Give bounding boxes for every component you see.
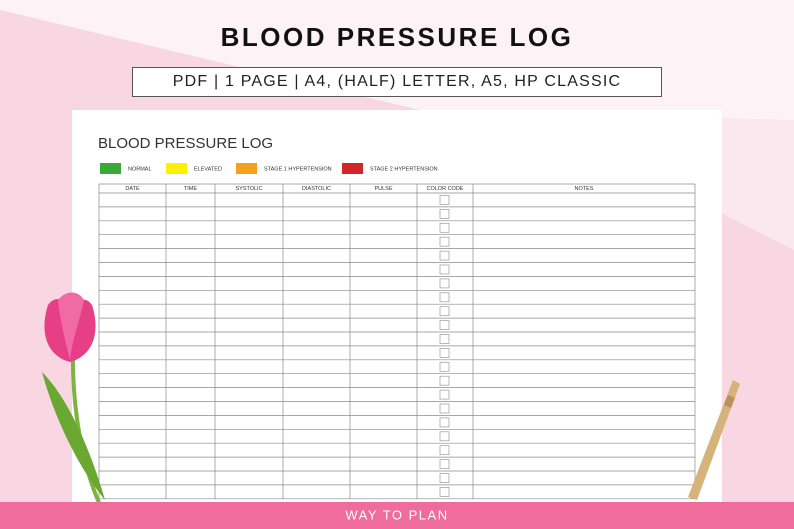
log-sheet: NORMAL ELEVATED STAGE 1 HYPERTENSION STAGE …: [98, 163, 696, 500]
color-checkbox: [439, 431, 450, 442]
color-checkbox: [439, 375, 450, 386]
color-checkbox: [439, 222, 450, 233]
color-checkbox: [439, 209, 450, 219]
subtitle-box: [132, 67, 662, 97]
legend-label: STAGE 1 HYPERTENSION: [264, 166, 332, 172]
color-checkbox: [439, 264, 450, 275]
tulip-decoration: [42, 292, 105, 506]
document-title: BLOOD PRESSURE LOG: [98, 135, 273, 152]
column-header: NOTES: [575, 186, 594, 192]
color-checkbox: [439, 306, 450, 317]
color-checkbox: [439, 250, 450, 261]
column-header: COLOR CODE: [427, 186, 464, 192]
legend-label: STAGE 2 HYPERTENSION: [370, 166, 438, 172]
page-title: BLOOD PRESSURE LOG: [221, 22, 574, 52]
legend-label: ELEVATED: [194, 166, 222, 172]
legend-label: NORMAL: [128, 166, 152, 172]
subtitle: PDF | 1 PAGE | A4, (HALF) LETTER, A5, HP…: [173, 73, 622, 90]
color-checkbox: [439, 487, 450, 497]
color-checkbox: [439, 361, 450, 372]
legend-swatch: [166, 163, 187, 174]
legend-swatch: [236, 163, 257, 174]
color-checkbox: [439, 348, 450, 358]
footer-bar: [0, 502, 794, 529]
color-checkbox: [439, 389, 450, 400]
column-header: PULSE: [374, 186, 392, 192]
color-checkbox: [439, 334, 450, 344]
column-header: DIASTOLIC: [302, 186, 331, 192]
color-checkbox: [439, 445, 450, 456]
color-checkbox: [439, 417, 450, 428]
color-checkbox: [439, 473, 450, 483]
color-checkbox: [439, 320, 450, 330]
legend-swatch: [100, 163, 121, 174]
footer-text: WAY TO PLAN: [345, 507, 448, 522]
color-checkbox: [439, 195, 450, 205]
pen-decoration: [688, 380, 740, 500]
color-checkbox: [439, 403, 450, 414]
color-checkbox: [439, 236, 450, 247]
column-header: DATE: [125, 186, 140, 192]
color-checkbox: [439, 459, 450, 469]
column-header: SYSTOLIC: [235, 186, 262, 192]
color-checkbox: [439, 278, 450, 289]
legend-swatch: [342, 163, 363, 174]
column-header: TIME: [184, 186, 197, 192]
color-checkbox: [439, 292, 450, 303]
